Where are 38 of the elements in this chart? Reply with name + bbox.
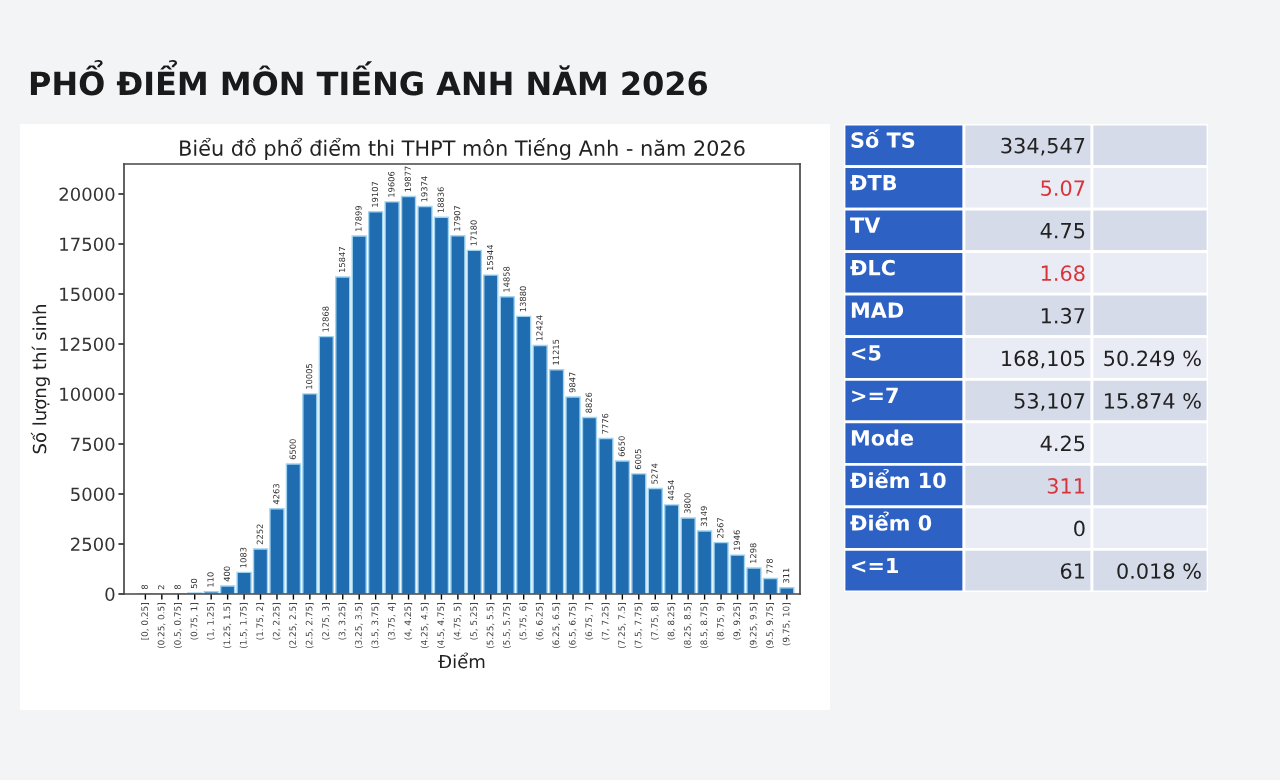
category-label: ĐTB — [850, 174, 897, 191]
y-tick-label: 2500 — [71, 537, 115, 552]
category-label: <5 — [852, 345, 881, 361]
category-label: Mode — [851, 429, 914, 446]
text: 50.249 % — [1104, 350, 1201, 367]
category-label: Số TS — [851, 129, 915, 148]
category-label: <=1 — [852, 557, 898, 574]
y-tick-label: 10000 — [60, 387, 115, 402]
x-axis-title: Điểm — [438, 652, 485, 669]
text: 0.018 % — [1117, 563, 1201, 579]
category-label: TV — [850, 217, 881, 233]
y-tick-label: 0 — [105, 587, 115, 602]
text: 53,107 — [1014, 392, 1085, 411]
y-tick-label: 15000 — [60, 287, 115, 302]
text: 311 — [1047, 478, 1085, 494]
y-tick-label: 20000 — [59, 187, 115, 202]
y-tick-label: 7500 — [71, 437, 115, 452]
category-label: Điểm 10 — [850, 468, 946, 489]
y-tick-label: 17500 — [60, 237, 115, 252]
text: 4.75 — [1040, 223, 1085, 239]
text: 1.68 — [1041, 265, 1085, 282]
category-label: Điểm 0 — [850, 511, 932, 531]
text: 1.37 — [1041, 307, 1085, 324]
text: 168,105 — [1002, 350, 1085, 369]
y-tick-label: 5000 — [71, 487, 115, 502]
text: 4.25 — [1040, 435, 1085, 452]
y-tick-label: 12500 — [60, 337, 115, 352]
text: 15.874 % — [1104, 392, 1201, 409]
text: 0 — [1074, 520, 1085, 537]
text: 61 — [1060, 563, 1085, 579]
y-axis-title: Số lượng thí sinh — [30, 305, 50, 454]
category-label: MAD — [851, 302, 904, 318]
text: 334,547 — [1001, 137, 1085, 156]
category-label: >=7 — [852, 387, 898, 403]
text: 5.07 — [1041, 180, 1085, 196]
chart-title: Biểu đồ phổ điểm thi THPT môn Tiếng Anh - năm 2026 — [180, 137, 745, 160]
text: PHỔ ĐIỂM MÔN TIẾNG ANH NĂM 2026 — [30, 60, 708, 96]
category-label: ĐLC — [850, 259, 895, 276]
